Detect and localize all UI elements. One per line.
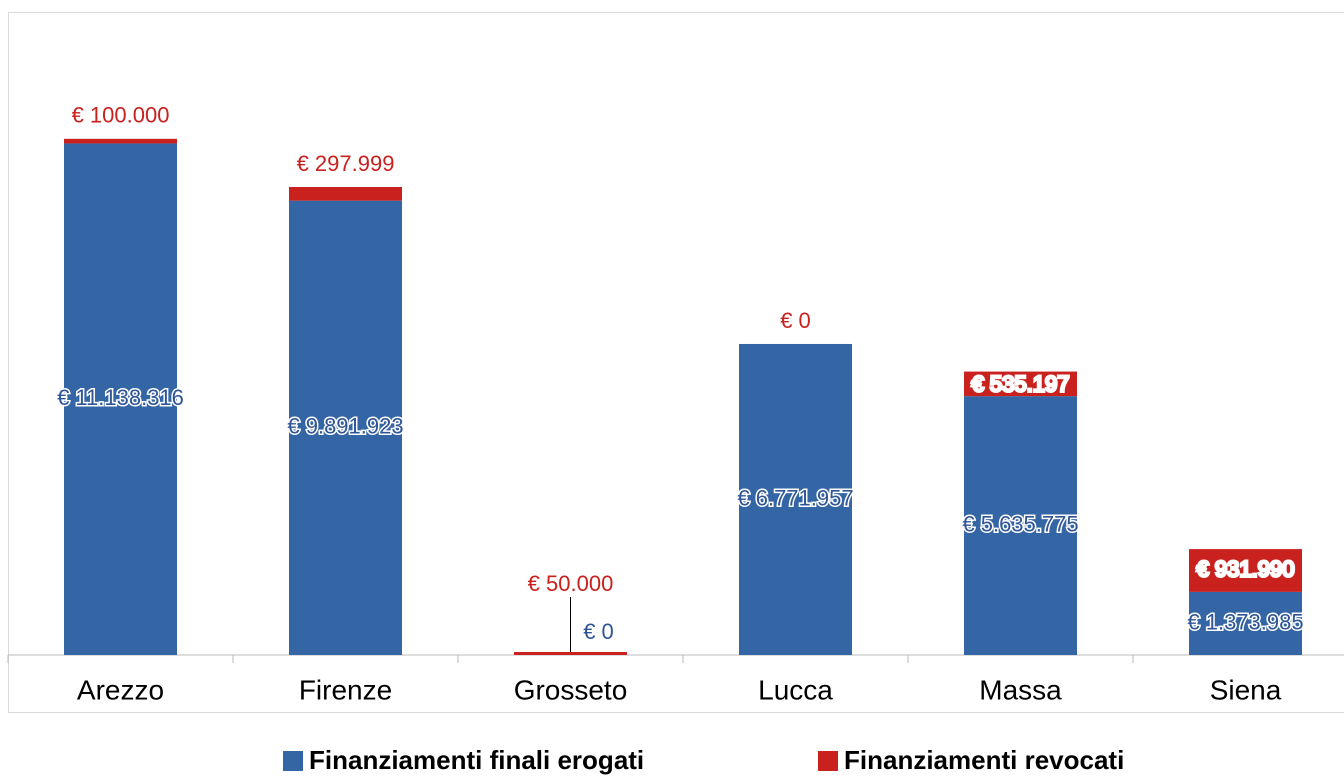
- x-tick-label: Siena: [1210, 674, 1282, 705]
- x-tick-label: Massa: [979, 674, 1062, 705]
- bar-segment: [1189, 549, 1302, 592]
- data-label: € 6.771.957: [737, 485, 853, 510]
- data-label: € 931.990: [1197, 556, 1295, 581]
- bar-segment: [739, 343, 852, 655]
- legend-label: Finanziamenti finali erogati: [309, 745, 644, 775]
- x-tick-label: Grosseto: [514, 674, 628, 705]
- legend-swatch: [818, 751, 838, 771]
- data-label: € 0: [780, 308, 811, 333]
- data-label: € 5.635.775: [962, 511, 1078, 536]
- bar-segment: [964, 371, 1077, 397]
- x-tick-label: Lucca: [758, 674, 833, 705]
- x-tick-label: Firenze: [299, 674, 392, 705]
- data-label: € 50.000: [528, 571, 614, 596]
- data-label: € 9.891.923: [287, 414, 403, 439]
- bar-segment: [289, 186, 402, 201]
- plot-frame: [8, 12, 1344, 713]
- data-label: € 297.999: [297, 151, 395, 176]
- bar-segment: [1189, 591, 1302, 655]
- data-label: € 535.197: [972, 371, 1070, 396]
- data-label: € 100.000: [72, 103, 170, 128]
- legend-label: Finanziamenti revocati: [844, 745, 1124, 775]
- bar-segment: [964, 396, 1077, 655]
- legend-swatch: [283, 751, 303, 771]
- bar-segment: [289, 200, 402, 655]
- data-label: € 0: [583, 619, 614, 644]
- bar-segment: [514, 652, 627, 655]
- bar-segment: [64, 138, 177, 144]
- bar-segment: [64, 143, 177, 656]
- data-label: € 1.373.985: [1187, 609, 1303, 634]
- data-label: € 11.138.316: [57, 385, 184, 410]
- x-tick-label: Arezzo: [77, 674, 164, 705]
